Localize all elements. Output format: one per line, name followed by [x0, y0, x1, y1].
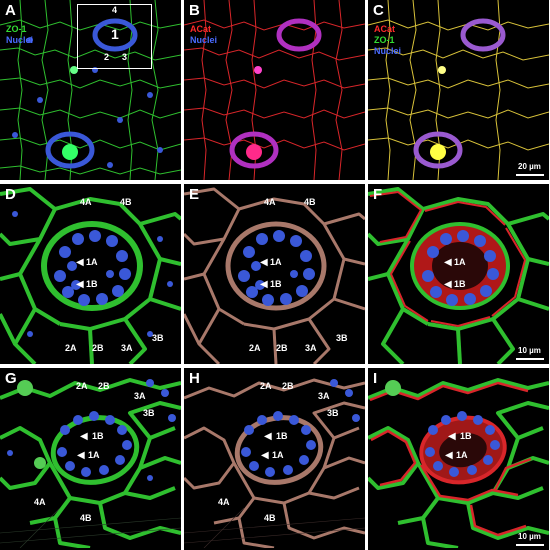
label-2b: 2B [276, 343, 288, 353]
label-1a: 1A [86, 257, 98, 267]
panel-i: I 1B 1A ◀ ◀ 10 µm [368, 368, 549, 550]
channel-label-nuclei: Nuclei [6, 35, 34, 45]
label-2b: 2B [98, 381, 110, 391]
panel-e-image [184, 184, 365, 364]
panel-b-image [184, 0, 365, 180]
label-4b: 4B [120, 197, 132, 207]
label-4a: 4A [218, 497, 230, 507]
label-3b: 3B [143, 408, 155, 418]
panel-letter: H [189, 370, 200, 387]
panel-letter: F [373, 186, 383, 203]
scale-bar [516, 358, 544, 360]
panel-a: A ZO-1 Nuclei 4 1 2 3 [0, 0, 181, 180]
label-2a: 2A [76, 381, 88, 391]
label-2a: 2A [249, 343, 261, 353]
label-4a: 4A [264, 197, 276, 207]
panel-d: D 4A 4B 1A 1B 2A 2B 3A 3B ◀ ◀ [0, 184, 181, 364]
panel-i-image [368, 368, 549, 548]
panel-c-image [368, 0, 549, 180]
label-1a: 1A [454, 257, 466, 267]
channel-label-acat: ACat [374, 24, 396, 34]
scale-label: 20 µm [518, 162, 541, 171]
arrowhead-icon: ◀ [77, 450, 85, 461]
inset-box [77, 4, 152, 69]
label-3a: 3A [134, 391, 146, 401]
channel-label-zo1: ZO-1 [6, 24, 27, 34]
inset-number-2: 2 [104, 52, 110, 62]
label-1b: 1B [454, 279, 466, 289]
label-1b: 1B [276, 431, 288, 441]
label-1a: 1A [456, 450, 468, 460]
panel-letter: D [5, 186, 16, 203]
arrowhead-icon: ◀ [76, 257, 84, 268]
label-4a: 4A [80, 197, 92, 207]
label-1b: 1B [92, 431, 104, 441]
arrowhead-icon: ◀ [444, 279, 452, 290]
label-2b: 2B [282, 381, 294, 391]
label-1a: 1A [88, 450, 100, 460]
channel-label-nuclei: Nuclei [190, 35, 218, 45]
label-3b: 3B [327, 408, 339, 418]
panel-h: H 2A 2B 3A 3B 1B 1A 4A 4B ◀ ◀ [184, 368, 365, 550]
inset-number-3: 3 [122, 52, 128, 62]
scale-bar [516, 174, 544, 176]
inset-number-1: 1 [111, 26, 119, 42]
panel-letter: A [5, 2, 16, 19]
panel-g-image [0, 368, 181, 548]
label-1a: 1A [272, 450, 284, 460]
channel-label-acat: ACat [190, 24, 212, 34]
inset-number-4: 4 [112, 5, 118, 15]
panel-letter: C [373, 2, 384, 19]
panel-d-image [0, 184, 181, 364]
label-1a: 1A [270, 257, 282, 267]
arrowhead-icon: ◀ [264, 431, 272, 442]
arrowhead-icon: ◀ [261, 450, 269, 461]
label-3b: 3B [336, 333, 348, 343]
panel-f: F 1A 1B ◀ ◀ 10 µm [368, 184, 549, 364]
label-2a: 2A [65, 343, 77, 353]
scale-label: 10 µm [518, 346, 541, 355]
arrowhead-icon: ◀ [260, 257, 268, 268]
arrowhead-icon: ◀ [444, 257, 452, 268]
label-4b: 4B [80, 513, 92, 523]
label-4b: 4B [304, 197, 316, 207]
panel-letter: E [189, 186, 200, 203]
label-1b: 1B [270, 279, 282, 289]
arrowhead-icon: ◀ [445, 450, 453, 461]
label-3a: 3A [121, 343, 133, 353]
label-1b: 1B [460, 431, 472, 441]
panel-h-image [184, 368, 365, 548]
scale-bar [516, 544, 544, 546]
label-2a: 2A [260, 381, 272, 391]
label-3a: 3A [318, 391, 330, 401]
arrowhead-icon: ◀ [448, 431, 456, 442]
arrowhead-icon: ◀ [80, 431, 88, 442]
label-3b: 3B [152, 333, 164, 343]
channel-label-nuclei: Nuclei [374, 46, 402, 56]
panel-f-image [368, 184, 549, 364]
panel-b: B ACat Nuclei [184, 0, 365, 180]
panel-letter: B [189, 2, 200, 19]
arrowhead-icon: ◀ [76, 279, 84, 290]
panel-a-image [0, 0, 181, 180]
panel-letter: I [373, 370, 378, 387]
label-4b: 4B [264, 513, 276, 523]
label-1b: 1B [86, 279, 98, 289]
scale-label: 10 µm [518, 532, 541, 541]
panel-e: E 4A 4B 1A 1B 2A 2B 3A 3B ◀ ◀ [184, 184, 365, 364]
label-2b: 2B [92, 343, 104, 353]
arrowhead-icon: ◀ [260, 279, 268, 290]
panel-letter: G [5, 370, 17, 387]
label-3a: 3A [305, 343, 317, 353]
panel-c: C ACat ZO-1 Nuclei 20 µm [368, 0, 549, 180]
label-4a: 4A [34, 497, 46, 507]
panel-g: G 2A 2B 3A 3B 1B 1A 4A 4B ◀ ◀ [0, 368, 181, 550]
channel-label-zo1: ZO-1 [374, 35, 395, 45]
